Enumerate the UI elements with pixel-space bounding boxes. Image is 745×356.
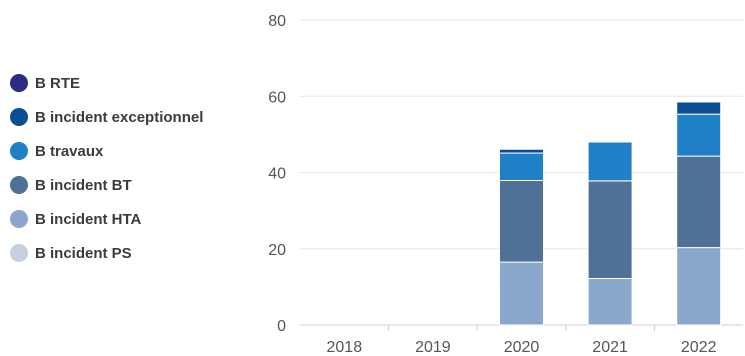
x-tick-label: 2022 <box>681 339 717 356</box>
y-tick-label: 80 <box>268 13 286 30</box>
x-tick-label: 2020 <box>504 339 540 356</box>
legend-item[interactable]: B incident exceptionnel <box>10 100 203 134</box>
y-tick-label: 0 <box>277 318 286 335</box>
legend-marker-icon <box>10 176 28 194</box>
x-tick-label: 2021 <box>592 339 628 356</box>
bar-segment <box>587 180 633 279</box>
legend-item[interactable]: B travaux <box>10 134 203 168</box>
legend-label: B RTE <box>35 74 80 92</box>
legend-marker-icon <box>10 74 28 92</box>
bar-segment <box>676 101 722 115</box>
legend-item[interactable]: B incident HTA <box>10 202 203 236</box>
legend-label: B incident PS <box>35 244 132 262</box>
legend-item[interactable]: B incident PS <box>10 236 203 270</box>
legend-item[interactable]: B RTE <box>10 66 203 100</box>
legend-item[interactable]: B incident BT <box>10 168 203 202</box>
legend-marker-icon <box>10 210 28 228</box>
legend-marker-icon <box>10 108 28 126</box>
chart-legend: B RTE B incident exceptionnel B travaux B i… <box>10 66 203 270</box>
legend-label: B travaux <box>35 142 104 160</box>
legend-label: B incident BT <box>35 176 132 194</box>
x-tick-label: 2018 <box>327 339 363 356</box>
legend-marker-icon <box>10 244 28 262</box>
bar-segment <box>587 277 633 326</box>
bar-segment <box>499 180 544 263</box>
bar-segment <box>676 155 722 249</box>
bar-segment <box>499 152 544 182</box>
x-tick-label: 2019 <box>415 339 451 356</box>
bar-segment <box>499 261 544 326</box>
bar-segment <box>499 148 544 154</box>
y-tick-label: 60 <box>268 89 286 106</box>
legend-label: B incident exceptionnel <box>35 108 204 126</box>
bar-segment <box>676 247 722 326</box>
bar-segment <box>676 113 722 157</box>
legend-label: B incident HTA <box>35 210 142 228</box>
y-tick-label: 40 <box>268 166 286 183</box>
bar-segment <box>587 141 633 182</box>
legend-marker-icon <box>10 142 28 160</box>
y-tick-label: 20 <box>268 242 286 259</box>
